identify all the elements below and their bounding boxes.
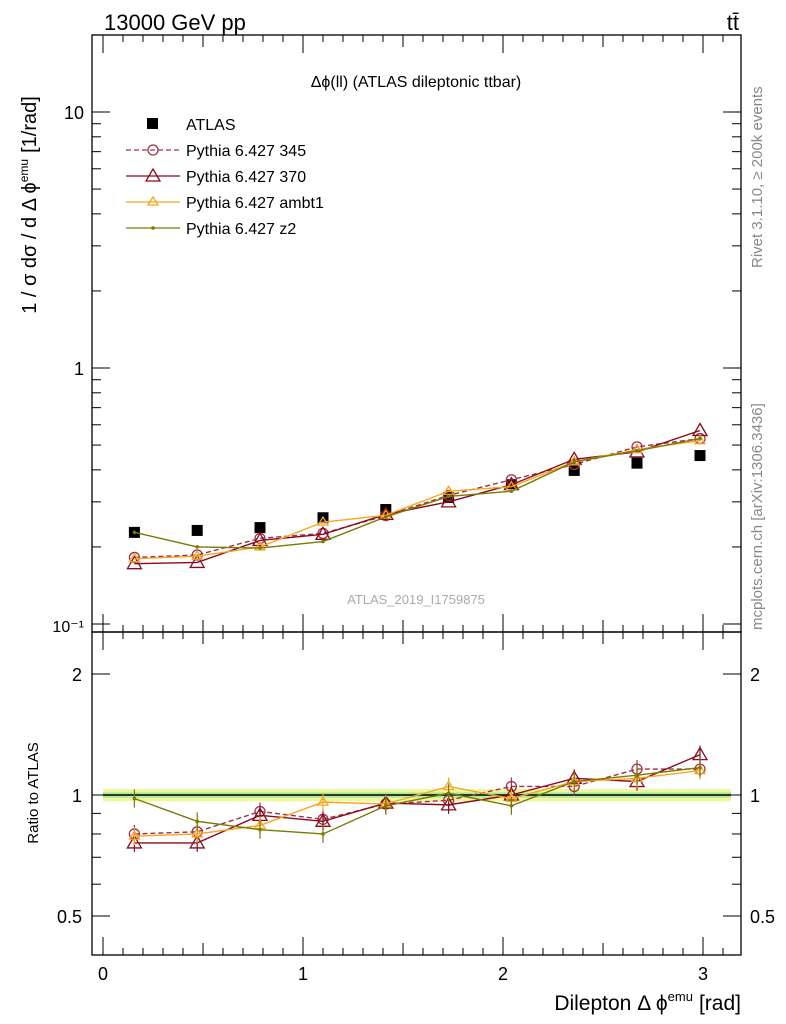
ratio-panel-frame [91, 631, 742, 956]
main-point-1-0 [128, 551, 141, 564]
ratio-y-tick-label-2-right: 2 [750, 665, 760, 685]
x-tick-label-0: 0 [98, 964, 108, 984]
legend-marker-z2 [151, 226, 155, 230]
ratio-point-2-3 [316, 795, 330, 806]
main-plot-title: Δϕ(ll) (ATLAS dileptonic ttbar) [311, 74, 522, 91]
main-point-4-1 [195, 545, 199, 549]
x-axis-label: Dilepton Δ ϕemu [rad] [554, 989, 741, 1015]
ratio-y-tick-label-0.5-right: 0.5 [750, 907, 775, 927]
main-point-3-8 [630, 443, 644, 454]
mcplots-source-label: mcplots.cern.ch [arXiv:1306.3436] [749, 403, 766, 630]
main-series-0 [128, 450, 706, 538]
main-point-4-8 [635, 448, 639, 453]
main-point-0-1 [191, 524, 203, 536]
ratio-point-3-2 [258, 827, 262, 832]
legend-marker-atlas [147, 118, 158, 129]
main-series-line-1 [134, 437, 701, 559]
energy-label: 13000 GeV pp [104, 10, 246, 35]
main-point-2-5 [440, 493, 457, 508]
ratio-point-3-7 [572, 779, 576, 784]
legend-marker-ambt1 [146, 195, 160, 206]
main-point-4-0 [132, 530, 137, 535]
ratio-point-1-0 [126, 834, 143, 849]
main-point-0-2 [254, 522, 266, 534]
main-series-4 [132, 436, 702, 550]
ratio-point-3-4 [384, 804, 388, 808]
main-series-line-2 [134, 429, 701, 565]
legend-marker-345 [147, 144, 159, 156]
main-series-layer [126, 422, 709, 570]
ratio-series-line-3 [134, 766, 701, 835]
ratio-point-3-5 [446, 791, 451, 796]
main-point-4-6 [509, 489, 514, 494]
ratio-series-layer [126, 745, 709, 852]
main-point-2-1 [189, 554, 206, 569]
main-y-tick-label-0.1: 10⁻¹ [52, 619, 84, 636]
analysis-id-label: ATLAS_2019_I1759875 [347, 592, 485, 607]
main-point-4-5 [446, 494, 451, 499]
ratio-series-3 [132, 758, 702, 843]
ratio-y-tick-label-2-left: 2 [72, 665, 82, 685]
ratio-point-3-1 [195, 819, 199, 824]
main-point-4-4 [384, 515, 388, 519]
main-point-3-2 [253, 540, 267, 551]
x-tick-label-1: 1 [298, 964, 308, 984]
main-point-0-8 [631, 457, 643, 469]
ratio-series-line-2 [134, 769, 701, 837]
main-point-4-9 [698, 436, 702, 441]
ratio-point-3-8 [635, 773, 639, 778]
ratio-y-tick-label-0.5-left: 0.5 [57, 907, 82, 927]
ratio-point-1-5 [440, 796, 457, 811]
ratio-point-3-3 [321, 832, 325, 836]
ratio-point-3-9 [698, 765, 702, 770]
legend-label-370: Pythia 6.427 370 [186, 169, 306, 186]
main-y-tick-label-1: 1 [74, 359, 84, 379]
legend-label-z2: Pythia 6.427 z2 [186, 221, 296, 238]
legend-marker-370 [144, 167, 162, 182]
ratio-y-tick-label-1-left: 1 [72, 786, 82, 806]
main-y-tick-label-10: 10 [64, 103, 84, 123]
x-tick-label-2: 2 [498, 964, 508, 984]
ratio-point-3-6 [509, 804, 514, 808]
main-point-2-2 [251, 532, 269, 547]
main-series-line-3 [134, 440, 701, 560]
main-point-3-1 [191, 549, 204, 560]
legend-label-ambt1: Pythia 6.427 ambt1 [186, 195, 324, 212]
main-point-2-3 [314, 526, 332, 540]
main-point-0-9 [694, 450, 706, 462]
main-point-3-3 [316, 515, 330, 526]
main-point-3-0 [128, 552, 141, 563]
main-point-3-5 [442, 485, 455, 495]
main-point-4-2 [258, 546, 262, 550]
ratio-y-axis-label: Ratio to ATLAS [25, 742, 42, 843]
ratio-point-1-1 [189, 834, 206, 849]
main-point-4-7 [572, 460, 576, 464]
x-tick-label-3: 3 [698, 964, 708, 984]
main-point-0-7 [568, 464, 580, 476]
legend-label-atlas: ATLAS [186, 117, 236, 134]
ratio-series-0 [128, 760, 706, 843]
ratio-point-2-0 [128, 829, 141, 840]
main-series-line-4 [134, 437, 701, 549]
main-panel-ticks [92, 34, 741, 632]
ratio-point-3-0 [132, 796, 137, 801]
main-y-axis-label: 1 / σ dσ / d Δ ϕemu[1/rad] [17, 96, 41, 314]
main-point-2-0 [126, 555, 143, 570]
ratio-panel-ticks [92, 632, 741, 955]
legend-label-345: Pythia 6.427 345 [186, 143, 306, 160]
rivet-version-label: Rivet 3.1.10, ≥ 200k events [749, 86, 766, 268]
ratio-point-2-1 [191, 827, 204, 838]
main-point-4-3 [321, 539, 325, 544]
process-label: tt̄ [727, 10, 739, 35]
legend: ATLAS Pythia 6.427 345 Pythia 6.427 370 … [126, 117, 324, 238]
ratio-y-tick-label-1-right: 1 [750, 786, 760, 806]
ratio-series-line-0 [134, 768, 700, 835]
